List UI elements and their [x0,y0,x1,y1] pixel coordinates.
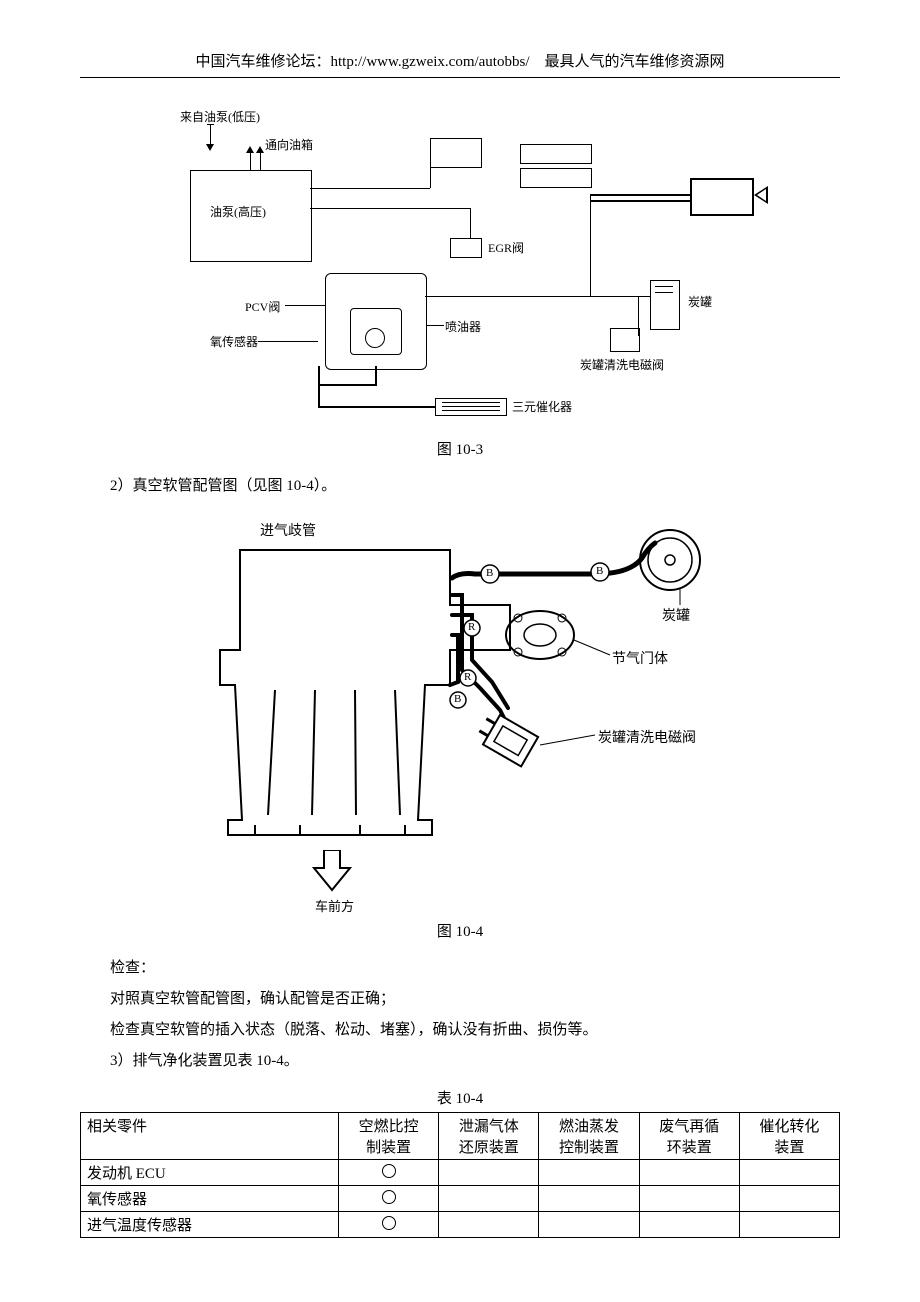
col2: 泄漏气体还原装置 [439,1113,539,1160]
fuel-rail-1 [430,138,482,168]
check-l2: 检查真空软管的插入状态（脱落、松动、堵塞），确认没有折曲、损伤等。 [80,1017,840,1044]
check-l3: 3）排气净化装置见表 10-4。 [80,1048,840,1075]
circle-mark-icon [382,1164,396,1178]
col5: 催化转化装置 [739,1113,839,1160]
label-pump-hp: 油泵(高压) [210,203,266,220]
label-purge2: 炭罐清洗电磁阀 [598,727,696,747]
row-cell [439,1212,539,1238]
table-row: 氧传感器 [81,1186,840,1212]
engine-circle [365,328,385,348]
air-filter [690,178,754,216]
manifold-svg [200,510,720,870]
label-canister-purge: 炭罐清洗电磁阀 [580,356,664,373]
row-cell [739,1160,839,1186]
row-cell [639,1186,739,1212]
page: 中国汽车维修论坛：http://www.gzweix.com/autobbs/ … [0,0,920,1278]
label-canister2: 炭罐 [662,605,690,625]
header-left: 中国汽车维修论坛：http://www.gzweix.com/autobbs/ [195,54,529,70]
marker-R2: R [464,671,471,683]
row-cell [339,1160,439,1186]
header-right: 最具人气的汽车维修资源网 [544,54,724,70]
label-egr: EGR阀 [488,239,524,256]
row-cell [539,1160,639,1186]
row-cell [439,1160,539,1186]
row-cell [339,1186,439,1212]
col0: 相关零件 [81,1113,339,1160]
check-l1: 对照真空软管配管图，确认配管是否正确； [80,986,840,1013]
table-row: 进气温度传感器 [81,1212,840,1238]
front-arrow [312,850,352,899]
purge-valve [610,328,640,352]
row-cell [439,1186,539,1212]
marker-B1: B [486,567,493,579]
table-10-4: 相关零件 空燃比控制装置 泄漏气体还原装置 燃油蒸发控制装置 废气再循环装置 催… [80,1112,840,1238]
twc-box [435,398,507,416]
label-from-pump: 来自油泵(低压) [180,108,260,125]
table104-caption: 表 10-4 [80,1087,840,1108]
col4: 废气再循环装置 [639,1113,739,1160]
label-to-tank: 通向油箱 [265,136,313,153]
row-name: 进气温度传感器 [81,1212,339,1238]
label-injector: 喷油器 [445,318,481,335]
page-header: 中国汽车维修论坛：http://www.gzweix.com/autobbs/ … [80,50,840,78]
label-twc: 三元催化器 [512,398,572,415]
circle-mark-icon [382,1216,396,1230]
fig104-diagram: 进气歧管 [200,510,720,910]
table-row: 发动机 ECU [81,1160,840,1186]
row-cell [539,1186,639,1212]
row-name: 发动机 ECU [81,1160,339,1186]
row-cell [539,1212,639,1238]
fig104-caption: 图 10-4 [80,920,840,941]
row-cell [739,1212,839,1238]
para-1: 2）真空软管配管图（见图 10-4）。 [80,473,840,500]
figure-10-4: 进气歧管 [80,510,840,910]
row-cell [339,1212,439,1238]
col1: 空燃比控制装置 [339,1113,439,1160]
canister-box [650,280,680,330]
label-o2: 氧传感器 [210,333,258,350]
figure-10-3: 来自油泵(低压) 通向油箱 油泵(高压) [80,108,840,428]
marker-R1: R [468,621,475,633]
table-header-row: 相关零件 空燃比控制装置 泄漏气体还原装置 燃油蒸发控制装置 废气再循环装置 催… [81,1113,840,1160]
fig103-diagram: 来自油泵(低压) 通向油箱 油泵(高压) [150,108,770,428]
label-front: 车前方 [315,896,354,915]
label-canister: 炭罐 [688,293,712,310]
fuel-rail-3 [520,168,592,188]
marker-B3: B [454,693,461,705]
row-name: 氧传感器 [81,1186,339,1212]
egr-valve [450,238,482,258]
circle-mark-icon [382,1190,396,1204]
col3: 燃油蒸发控制装置 [539,1113,639,1160]
fuel-rail-2 [520,144,592,164]
check-title: 检查： [80,955,840,982]
row-cell [639,1212,739,1238]
label-throttle-body: 节气门体 [612,648,668,668]
fig103-caption: 图 10-3 [80,438,840,459]
label-pcv: PCV阀 [245,298,280,315]
row-cell [739,1186,839,1212]
marker-B2: B [596,565,603,577]
row-cell [639,1160,739,1186]
